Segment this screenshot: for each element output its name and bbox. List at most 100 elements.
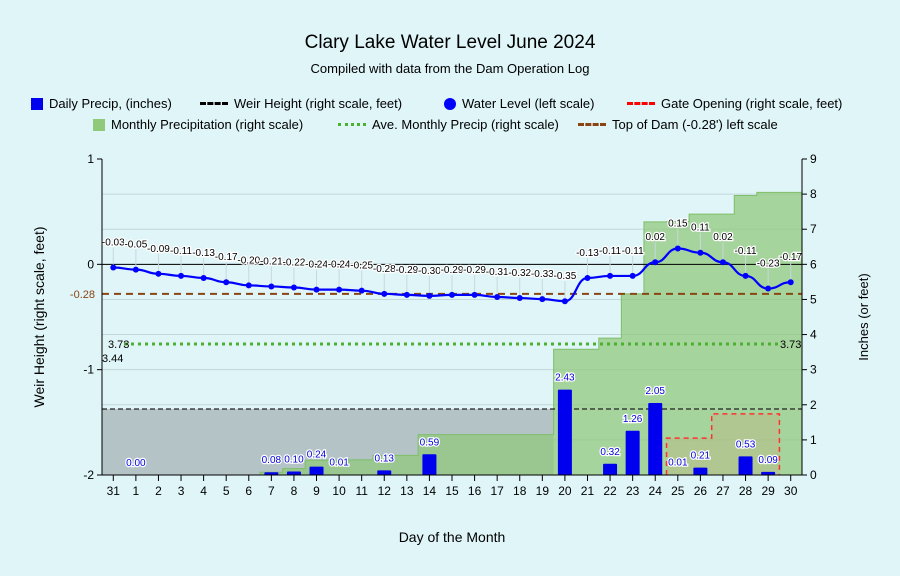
x-tick-label: 14 [423,484,437,498]
x-tick-label: 6 [245,484,252,498]
gate-opening-area [666,438,690,475]
water-level-point [629,272,636,279]
left-tick-label: -2 [83,468,94,482]
x-tick-label: 4 [200,484,207,498]
water-level-point [358,287,365,294]
x-tick-label: 31 [107,484,121,498]
precip-bar [309,466,324,475]
water-level-point [110,264,117,271]
right-axis-title: Inches (or feet) [856,273,871,360]
water-level-point [245,282,252,289]
water-level-label: -0.29 [441,265,464,276]
water-level-label: -0.13 [192,248,215,259]
x-tick-label: 13 [400,484,414,498]
water-level-point [403,291,410,298]
water-level-point [607,272,614,279]
x-tick-label: 10 [332,484,346,498]
water-level-point [313,286,320,293]
precip-bar [557,389,572,475]
water-level-label: 0.02 [713,232,733,243]
water-level-label: -0.21 [260,256,283,267]
water-level-label: -0.30 [418,266,441,277]
water-level-label: -0.03 [102,237,125,248]
legend-water-level: Water Level (left scale) [444,96,594,111]
right-tick-label: 0 [810,468,817,482]
legend-ave-monthly-precip: Ave. Monthly Precip (right scale) [338,117,559,132]
x-tick-label: 7 [268,484,275,498]
right-tick-label: 1 [810,433,817,447]
gate-opening-area [711,413,735,475]
x-tick-label: 2 [155,484,162,498]
water-level-label: -0.22 [283,258,306,269]
water-level-label: 0.15 [668,219,688,230]
water-level-point [494,293,501,300]
right-tick-label: 7 [810,222,817,236]
legend-monthly-precip: Monthly Precipitation (right scale) [93,117,303,132]
right-tick-label: 5 [810,292,817,306]
water-level-point [787,279,794,286]
precip-bar [603,463,618,475]
precip-label: 0.01 [668,458,688,469]
water-level-point [178,272,185,279]
gate-opening-area [689,438,712,475]
legend-top-of-dam: Top of Dam (-0.28') left scale [578,117,778,132]
legend-weir-height: Weir Height (right scale, feet) [200,96,402,111]
x-tick-label: 25 [671,484,685,498]
water-level-point [268,283,275,290]
precip-label: 0.13 [375,453,395,464]
precip-label: 0.24 [307,450,327,461]
chart-title: Clary Lake Water Level June 2024 [304,32,596,53]
right-tick-label: 4 [810,328,817,342]
water-level-label: -0.31 [486,267,509,278]
water-level-label: -0.05 [124,240,147,251]
x-tick-label: 15 [445,484,459,498]
precip-label: 0.08 [262,455,282,466]
water-level-point [290,284,297,291]
water-level-label: -0.17 [779,252,802,263]
x-tick-label: 18 [513,484,527,498]
extra-label: 3.44 [102,353,123,365]
water-level-point [516,295,523,302]
precip-bar [738,456,753,475]
water-level-label: -0.29 [463,265,486,276]
water-level-point [449,291,455,298]
precip-bar [625,430,640,475]
left-tick-label: 0 [87,257,94,271]
x-tick-label: 12 [378,484,392,498]
precip-bar [761,471,776,475]
x-tick-label: 19 [536,484,550,498]
right-tick-label: 2 [810,398,817,412]
water-level-label: -0.11 [735,246,757,257]
gate-opening-area [756,413,780,475]
precip-bar [693,467,708,475]
water-level-point [223,279,230,286]
water-level-point [765,285,772,292]
x-tick-label: 26 [694,484,708,498]
water-level-point [742,272,749,279]
water-level-point [200,275,207,282]
legend-gate-opening: Gate Opening (right scale, feet) [627,96,842,111]
precip-label: 2.43 [555,373,575,384]
monthly-precip-area [102,191,803,476]
water-level-label: 0.11 [691,223,710,234]
water-level-point [697,249,704,256]
precip-bar [377,470,392,475]
water-level-label: -0.32 [508,268,531,279]
right-tick-label: 3 [810,363,817,377]
water-level-label: -0.33 [531,269,554,280]
water-level-point [381,290,388,297]
x-tick-label: 16 [468,484,482,498]
x-tick-label: 8 [291,484,298,498]
left-tick-label: -1 [83,363,94,377]
x-tick-label: 11 [355,484,368,498]
water-level-label: -0.13 [576,248,599,259]
right-tick-label: 8 [810,187,817,201]
x-tick-label: 20 [558,484,572,498]
precip-bar [422,454,437,475]
ave-monthly-label-left: 3.73 [108,339,129,351]
water-level-label: -0.29 [395,265,418,276]
x-tick-label: 3 [178,484,185,498]
top-of-dam-label: -0.28 [70,289,95,301]
precip-label: 0.53 [736,439,756,450]
